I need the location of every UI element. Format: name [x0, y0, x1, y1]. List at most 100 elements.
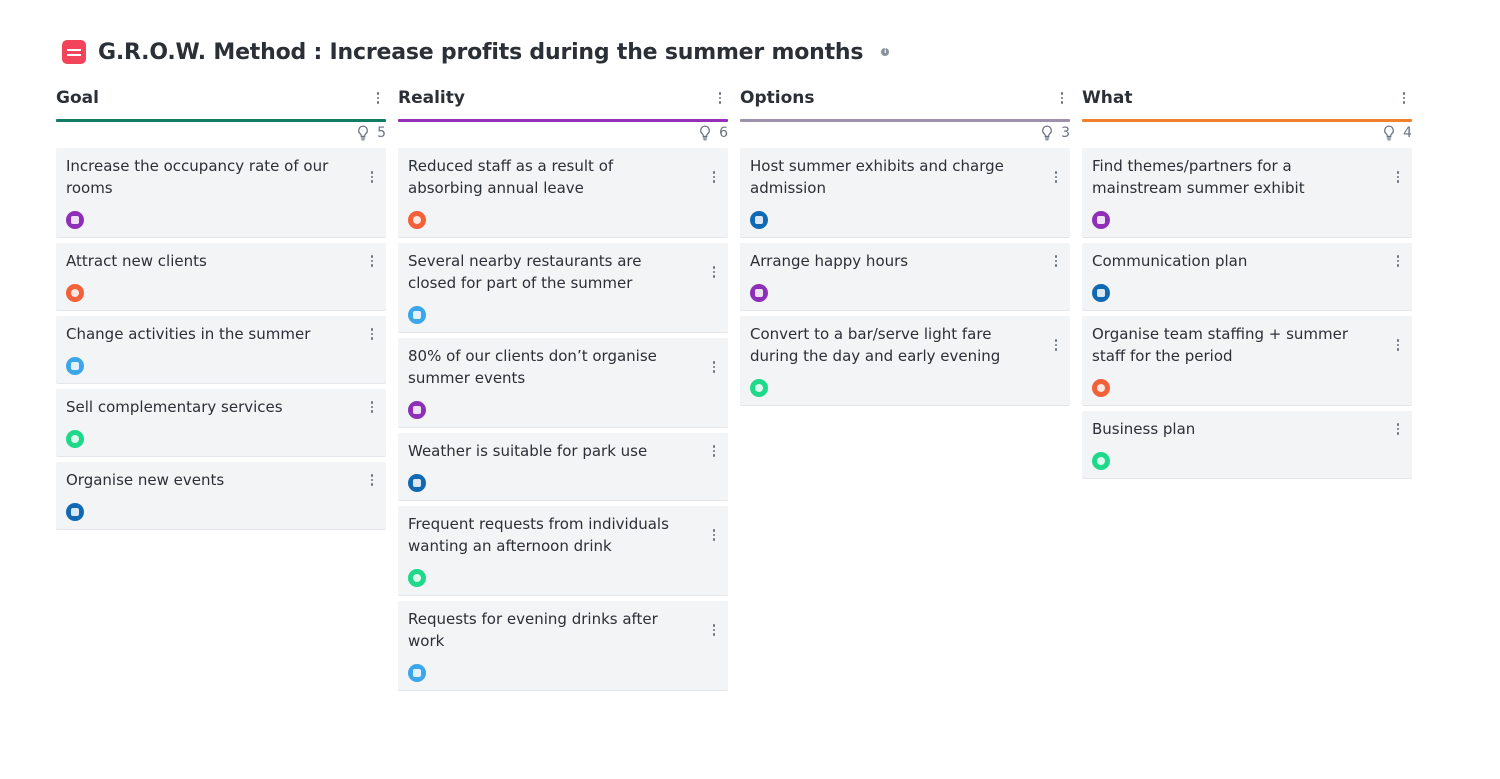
- column-title[interactable]: Options: [740, 88, 815, 108]
- card-menu-icon[interactable]: [364, 169, 380, 185]
- author-avatar[interactable]: [66, 430, 84, 448]
- board-title[interactable]: G.R.O.W. Method : Increase profits durin…: [98, 39, 864, 65]
- card-list: Host summer exhibits and charge admissio…: [740, 148, 1070, 405]
- card-menu-icon[interactable]: [1390, 421, 1406, 437]
- idea-card[interactable]: Change activities in the summer: [56, 316, 386, 383]
- idea-card[interactable]: Several nearby restaurants are closed fo…: [398, 243, 728, 332]
- card-text: Business plan: [1092, 420, 1196, 438]
- avatar-icon: [71, 362, 79, 370]
- column-color-bar: [1082, 119, 1412, 122]
- card-body: Several nearby restaurants are closed fo…: [408, 250, 718, 294]
- column-title[interactable]: What: [1082, 88, 1133, 108]
- avatar-icon: [71, 216, 79, 224]
- idea-card[interactable]: Business plan: [1082, 411, 1412, 478]
- column-goal: Goal 5 Increase the occupancy rate of our …: [56, 84, 386, 690]
- card-text: Host summer exhibits and charge admissio…: [750, 157, 1004, 197]
- card-menu-icon[interactable]: [706, 622, 722, 638]
- column-menu-icon[interactable]: [1054, 90, 1070, 106]
- column-menu-icon[interactable]: [712, 90, 728, 106]
- card-menu-icon[interactable]: [364, 472, 380, 488]
- column-menu-icon[interactable]: [370, 90, 386, 106]
- idea-card[interactable]: 80% of our clients don’t organise summer…: [398, 338, 728, 427]
- author-avatar[interactable]: [66, 357, 84, 375]
- card-menu-icon[interactable]: [706, 264, 722, 280]
- avatar-icon: [413, 669, 421, 677]
- column-color-bar: [56, 119, 386, 122]
- card-menu-icon[interactable]: [706, 443, 722, 459]
- column-options: Options 3 Host summer exhibits and charge …: [740, 84, 1070, 690]
- column-menu-icon[interactable]: [1396, 90, 1412, 106]
- author-avatar[interactable]: [408, 569, 426, 587]
- avatar-icon: [755, 289, 763, 297]
- card-text: Frequent requests from individuals wanti…: [408, 515, 669, 555]
- card-text: Increase the occupancy rate of our rooms: [66, 157, 329, 197]
- author-avatar[interactable]: [66, 503, 84, 521]
- author-avatar[interactable]: [750, 211, 768, 229]
- card-menu-icon[interactable]: [364, 399, 380, 415]
- card-list: Reduced staff as a result of absorbing a…: [398, 148, 728, 690]
- idea-card[interactable]: Organise new events: [56, 462, 386, 529]
- idea-card[interactable]: Arrange happy hours: [740, 243, 1070, 310]
- author-avatar[interactable]: [408, 664, 426, 682]
- card-menu-icon[interactable]: [706, 359, 722, 375]
- card-list: Increase the occupancy rate of our rooms…: [56, 148, 386, 529]
- board-header: G.R.O.W. Method : Increase profits durin…: [62, 36, 890, 68]
- card-text: Sell complementary services: [66, 398, 283, 416]
- author-avatar[interactable]: [1092, 379, 1110, 397]
- avatar-icon: [413, 406, 421, 414]
- card-text: Attract new clients: [66, 252, 207, 270]
- card-text: Find themes/partners for a mainstream su…: [1092, 157, 1305, 197]
- board-columns: Goal 5 Increase the occupancy rate of our …: [56, 84, 1412, 690]
- card-body: Find themes/partners for a mainstream su…: [1092, 155, 1402, 199]
- info-icon[interactable]: i: [881, 48, 890, 56]
- card-menu-icon[interactable]: [1390, 337, 1406, 353]
- column-title[interactable]: Goal: [56, 88, 99, 108]
- column-what: What 4 Find themes/partners for a mainstre…: [1082, 84, 1412, 690]
- author-avatar[interactable]: [408, 401, 426, 419]
- idea-card[interactable]: Communication plan: [1082, 243, 1412, 310]
- card-menu-icon[interactable]: [364, 253, 380, 269]
- author-avatar[interactable]: [1092, 284, 1110, 302]
- idea-card[interactable]: Increase the occupancy rate of our rooms: [56, 148, 386, 237]
- author-avatar[interactable]: [66, 284, 84, 302]
- idea-card[interactable]: Host summer exhibits and charge admissio…: [740, 148, 1070, 237]
- idea-card[interactable]: Frequent requests from individuals wanti…: [398, 506, 728, 595]
- author-avatar[interactable]: [66, 211, 84, 229]
- card-menu-icon[interactable]: [1390, 253, 1406, 269]
- card-body: Frequent requests from individuals wanti…: [408, 513, 718, 557]
- card-menu-icon[interactable]: [1048, 169, 1064, 185]
- avatar-icon: [1097, 384, 1105, 392]
- card-menu-icon[interactable]: [364, 326, 380, 342]
- idea-card[interactable]: Weather is suitable for park use: [398, 433, 728, 500]
- idea-card[interactable]: Convert to a bar/serve light fare during…: [740, 316, 1070, 405]
- author-avatar[interactable]: [1092, 211, 1110, 229]
- column-color-bar: [398, 119, 728, 122]
- idea-card[interactable]: Sell complementary services: [56, 389, 386, 456]
- column-title[interactable]: Reality: [398, 88, 465, 108]
- card-menu-icon[interactable]: [706, 169, 722, 185]
- author-avatar[interactable]: [408, 306, 426, 324]
- card-text: Organise team staffing + summer staff fo…: [1092, 325, 1349, 365]
- card-menu-icon[interactable]: [1048, 253, 1064, 269]
- author-avatar[interactable]: [408, 474, 426, 492]
- idea-card[interactable]: Requests for evening drinks after work: [398, 601, 728, 690]
- author-avatar[interactable]: [750, 284, 768, 302]
- idea-card[interactable]: Find themes/partners for a mainstream su…: [1082, 148, 1412, 237]
- card-text: Change activities in the summer: [66, 325, 311, 343]
- lightbulb-icon: [1384, 125, 1394, 141]
- app-logo-icon[interactable]: [62, 40, 86, 64]
- card-menu-icon[interactable]: [1048, 337, 1064, 353]
- avatar-icon: [413, 479, 421, 487]
- author-avatar[interactable]: [408, 211, 426, 229]
- author-avatar[interactable]: [1092, 452, 1110, 470]
- avatar-icon: [71, 435, 79, 443]
- author-avatar[interactable]: [750, 379, 768, 397]
- idea-card[interactable]: Organise team staffing + summer staff fo…: [1082, 316, 1412, 405]
- idea-count-value: 6: [719, 125, 728, 141]
- avatar-icon: [413, 216, 421, 224]
- card-menu-icon[interactable]: [1390, 169, 1406, 185]
- card-menu-icon[interactable]: [706, 527, 722, 543]
- avatar-icon: [755, 216, 763, 224]
- idea-card[interactable]: Reduced staff as a result of absorbing a…: [398, 148, 728, 237]
- idea-card[interactable]: Attract new clients: [56, 243, 386, 310]
